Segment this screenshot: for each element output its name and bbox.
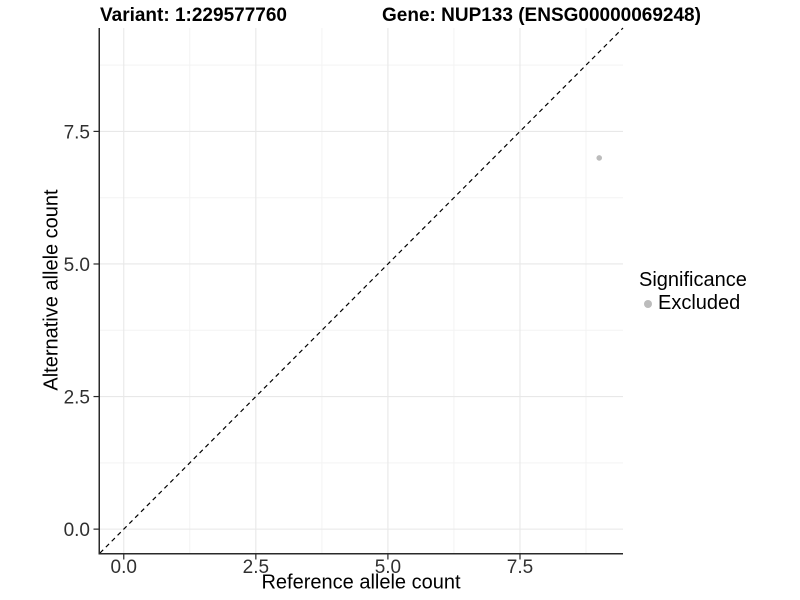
y-tick-label: 0.0 (64, 520, 90, 541)
y-tick-label: 5.0 (64, 255, 90, 276)
excluded-marker-icon (644, 299, 652, 308)
y-axis-title: Alternative allele count (40, 189, 63, 391)
legend-title: Significance (639, 269, 747, 291)
x-axis-title: Reference allele count (261, 571, 461, 594)
y-tick-label: 2.5 (64, 388, 90, 409)
plot-title-variant: Variant: 1:229577760 (100, 5, 287, 26)
y-tick-label: 7.5 (64, 122, 90, 143)
legend-item-label: Excluded (658, 292, 741, 314)
x-tick-label: 0.0 (111, 557, 137, 578)
data-point (596, 155, 603, 161)
x-tick-label: 7.5 (507, 557, 533, 578)
legend: Significance Excluded (639, 269, 747, 314)
plot-title-gene: Gene: NUP133 (ENSG00000069248) (382, 5, 701, 26)
legend-item-excluded: Excluded (644, 292, 747, 314)
x-tick-label: 5.0 (375, 557, 401, 578)
identity-line (99, 27, 624, 554)
x-tick-label: 2.5 (243, 557, 269, 578)
